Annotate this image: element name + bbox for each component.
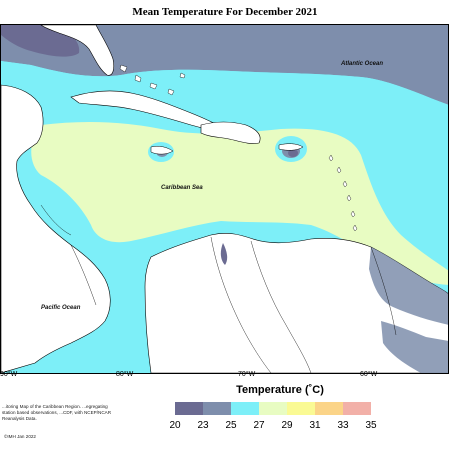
legend-label: 27: [253, 420, 265, 431]
bahamas-islands: [119, 64, 186, 96]
cool-coastal-zone-southeast: [381, 321, 448, 373]
legend-swatch: [203, 402, 231, 415]
pacific-ocean-label: Pacific Ocean: [41, 305, 81, 311]
temperature-map: Atlantic Ocean Caribbean Sea Pacific Oce…: [0, 24, 449, 374]
legend-swatch: [175, 402, 203, 415]
central-america-landmass: [1, 84, 111, 373]
legend-label: 31: [309, 420, 321, 431]
longitude-tick-70w: 70°W: [238, 371, 256, 378]
longitude-tick-60w: 60°W: [360, 371, 378, 378]
country-borders: [40, 204, 397, 373]
legend-color-scale: [175, 402, 371, 415]
atlantic-ocean-label: Atlantic Ocean: [340, 61, 383, 67]
puerto-rico-landmass: [278, 143, 304, 151]
longitude-tick-90w: 90°W: [0, 371, 18, 378]
legend-swatch: [315, 402, 343, 415]
lesser-antilles: [328, 154, 358, 232]
legend-swatch: [259, 402, 287, 415]
map-title: Mean Temperature For December 2021: [132, 6, 318, 18]
legend-title: Temperature (˚C): [236, 384, 324, 396]
legend-swatch: [287, 402, 315, 415]
longitude-tick-80w: 80°W: [116, 371, 134, 378]
jamaica-landmass: [150, 145, 174, 155]
legend-swatch: [343, 402, 371, 415]
cool-coastal-zone-guiana: [369, 247, 448, 325]
warm-temperature-zone: [31, 121, 448, 285]
copyright-note: ©IMH Jan 2022: [4, 434, 36, 439]
map-canvas: Atlantic Ocean Caribbean Sea Pacific Oce…: [1, 25, 448, 373]
legend-label: 35: [365, 420, 377, 431]
cool-temperature-band-north: [1, 25, 448, 105]
legend-swatch: [231, 402, 259, 415]
legend-label: 20: [169, 420, 181, 431]
data-credit-note: ...itoring Map of the Caribbean Region. …: [2, 404, 112, 421]
legend-label: 23: [197, 420, 209, 431]
hispaniola-landmass: [200, 121, 261, 144]
cool-spot-puerto-rico-center: [288, 149, 298, 157]
legend-label: 29: [281, 420, 293, 431]
florida-landmass: [40, 25, 115, 76]
caribbean-sea-label: Caribbean Sea: [161, 185, 203, 191]
legend-label: 33: [337, 420, 349, 431]
legend-label: 25: [225, 420, 237, 431]
lake-maracaibo-zone: [220, 243, 228, 265]
